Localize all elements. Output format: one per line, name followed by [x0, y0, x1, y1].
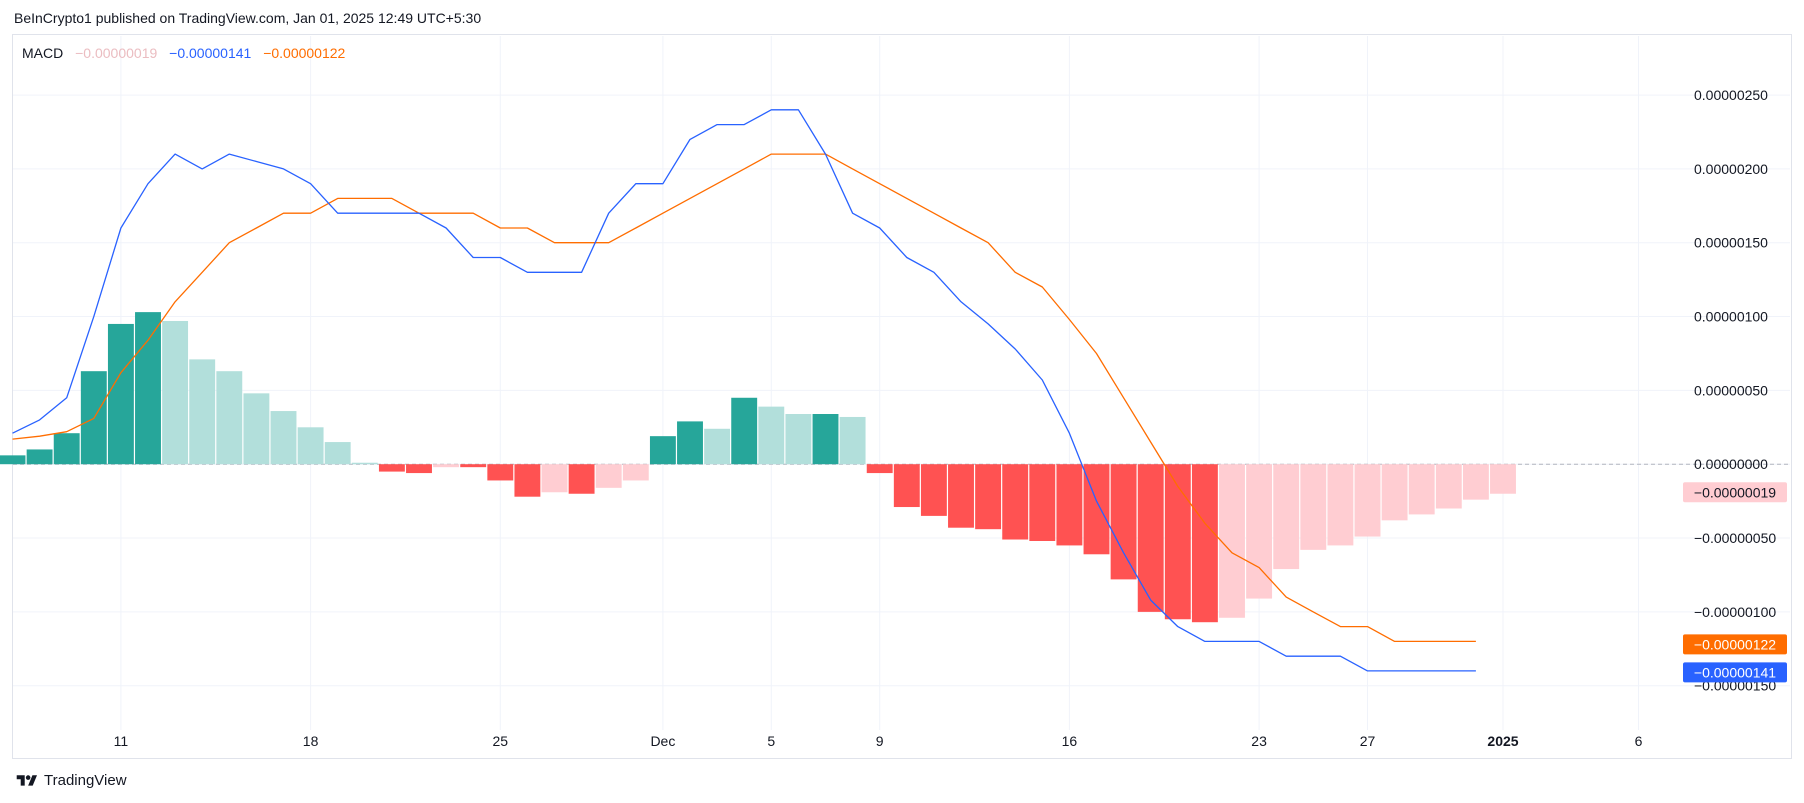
x-tick-label: 9	[876, 733, 884, 749]
x-tick-label: 11	[114, 733, 129, 749]
macd-price-badge	[1683, 662, 1787, 683]
macd-price-label: −0.00000141	[1694, 664, 1776, 680]
histogram-bar	[351, 462, 378, 465]
x-tick-label: 5	[767, 733, 775, 749]
chart-pane[interactable]	[12, 34, 1792, 759]
histogram-bar	[839, 416, 866, 465]
histogram-bar	[1273, 464, 1300, 570]
histogram-bar	[324, 442, 351, 465]
legend-macd-value: −0.00000141	[169, 45, 252, 61]
histogram-bar	[1137, 464, 1164, 612]
histogram-bar	[1164, 464, 1191, 620]
histogram-price-label: −0.00000019	[1694, 484, 1776, 500]
x-tick-label: 2025	[1487, 733, 1518, 749]
histogram-bar	[893, 464, 920, 508]
x-tick-label: 27	[1360, 733, 1376, 749]
brand-name: TradingView	[44, 772, 127, 789]
histogram-bar	[297, 427, 324, 465]
histogram-bar	[1327, 464, 1354, 546]
histogram-bar	[460, 464, 487, 468]
histogram-bar	[406, 464, 432, 474]
histogram-bar	[595, 464, 622, 488]
macd-lines	[12, 109, 1476, 672]
y-tick-label: 0.00000050	[1694, 382, 1768, 398]
legend-histogram-value: −0.00000019	[75, 45, 158, 61]
histogram-bar	[541, 464, 568, 493]
histogram-bar	[1435, 464, 1462, 509]
histogram-bar	[216, 371, 243, 465]
signal-price-label: −0.00000122	[1694, 636, 1776, 652]
x-tick-label: 16	[1062, 733, 1078, 749]
histogram-bar	[920, 464, 947, 516]
histogram-bar	[189, 359, 216, 465]
brand-footer[interactable]: TradingView	[14, 772, 127, 789]
y-tick-label: 0.00000250	[1694, 87, 1768, 103]
publish-header: BeInCrypto1 published on TradingView.com…	[14, 10, 482, 26]
histogram-bar	[568, 464, 595, 494]
indicator-legend[interactable]: MACD −0.00000019 −0.00000141 −0.00000122	[22, 45, 353, 61]
y-tick-label: −0.00000050	[1694, 530, 1776, 546]
signal-price-badge	[1683, 634, 1787, 655]
histogram-bar	[1219, 464, 1245, 618]
histogram-bar	[758, 406, 785, 465]
histogram-bar	[1110, 464, 1137, 580]
y-axis[interactable]: 0.00000250 0.00000200 0.00000150 0.00000100…	[1694, 87, 1776, 694]
histogram-bar	[649, 436, 676, 465]
legend-name: MACD	[22, 45, 64, 61]
x-tick-label: 25	[493, 733, 509, 749]
x-tick-label: Dec	[650, 733, 675, 749]
histogram-bar	[433, 464, 460, 468]
price-badges: −0.00000019 −0.00000122 −0.00000141	[1683, 482, 1787, 683]
histogram-bar	[270, 411, 297, 465]
histogram-bar	[975, 464, 1002, 530]
histogram-bar	[107, 323, 134, 465]
histogram-bar	[677, 421, 703, 465]
histogram-bar	[378, 464, 405, 472]
y-tick-label: −0.00000100	[1694, 604, 1776, 620]
x-tick-label: 23	[1251, 733, 1267, 749]
legend-signal-value: −0.00000122	[263, 45, 346, 61]
tradingview-logo-icon	[16, 774, 37, 786]
histogram-bar	[1490, 464, 1516, 494]
y-tick-label: 0.00000100	[1694, 309, 1768, 325]
x-axis[interactable]: 11 18 25 Dec 5 9 16 23 27 2025 6	[114, 733, 1643, 749]
histogram-bar	[0, 455, 26, 465]
y-tick-label: 0.00000000	[1694, 456, 1768, 472]
histogram-bar	[53, 433, 80, 465]
histogram-bar	[162, 320, 189, 465]
histogram-bar	[514, 464, 541, 497]
histogram-bar	[812, 414, 839, 465]
y-tick-label: 0.00000150	[1694, 235, 1768, 251]
histogram-bar	[243, 393, 270, 465]
histogram-bar	[1408, 464, 1435, 515]
x-tick-label: 6	[1635, 733, 1643, 749]
histogram-bar	[1354, 464, 1381, 537]
histogram-bar	[1300, 464, 1327, 550]
histogram-bar	[731, 397, 758, 465]
grid-layer	[13, 36, 1790, 730]
histogram-bar	[866, 464, 893, 474]
histogram-bar	[1191, 464, 1218, 623]
histogram-bar	[487, 464, 514, 481]
histogram-bar	[135, 312, 161, 465]
x-tick-label: 18	[303, 733, 319, 749]
histogram-bar	[26, 449, 53, 465]
histogram-price-badge	[1683, 482, 1787, 503]
histogram-bar	[1029, 464, 1056, 541]
macd-histogram	[0, 312, 1516, 623]
histogram-bar	[622, 464, 649, 481]
histogram-bar	[1002, 464, 1029, 540]
histogram-bar	[704, 428, 731, 465]
histogram-bar	[1462, 464, 1489, 500]
histogram-bar	[1381, 464, 1408, 521]
signal-line	[12, 153, 1476, 643]
macd-line	[12, 109, 1476, 672]
y-tick-label: 0.00000200	[1694, 161, 1768, 177]
histogram-bar	[1056, 464, 1083, 546]
histogram-bar	[785, 414, 812, 465]
histogram-bar	[948, 464, 974, 528]
